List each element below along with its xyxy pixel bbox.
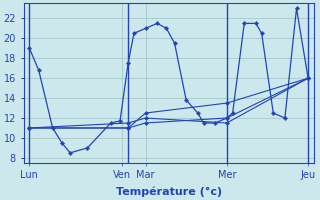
X-axis label: Température (°c): Température (°c) [116,186,222,197]
